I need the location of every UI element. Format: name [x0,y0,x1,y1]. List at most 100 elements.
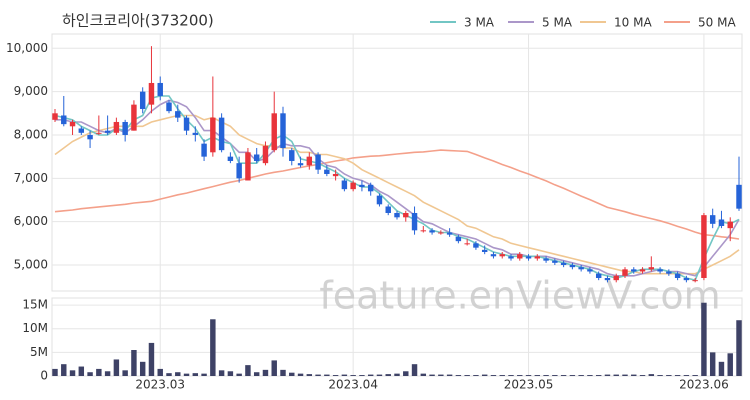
candle-body [403,212,409,218]
x-tick-label: 2023.06 [679,378,729,392]
volume-bar [104,371,111,376]
candle-body [429,230,435,233]
volume-bar [429,374,435,376]
volume-bar [727,353,733,376]
volume-bar [631,374,637,376]
candle-body [148,82,155,105]
volume-bar [113,359,120,376]
volume-bar [499,375,505,376]
volume-bar [543,375,549,376]
candle-body [332,173,339,177]
candle-body [631,269,637,272]
candle-body [376,195,383,205]
volume-bar [96,368,102,376]
volume-bar [289,372,295,376]
candle-body [253,154,260,161]
candle-body [394,212,400,218]
candle-body [587,269,593,272]
y-tick-label: 6,000 [14,214,48,228]
volume-bar [52,368,58,376]
candle-body [446,232,453,235]
y-tick-label: 10,000 [6,41,48,55]
volume-bar [394,373,400,376]
candle-body [499,254,505,257]
candle-body [674,273,681,278]
volume-bar [692,375,698,376]
legend-label: 10 MA [614,16,652,30]
volume-bar [210,319,216,376]
volume-bar [569,375,576,376]
candle-body [236,163,242,179]
candle-body [341,180,348,190]
candle-body [87,134,93,140]
volume-bar [87,372,93,376]
volume-bar [280,369,286,376]
candle-body [306,156,313,166]
volume-panel [51,297,743,377]
volume-bar [245,365,251,376]
candle-body [701,215,707,278]
volume-bar [587,375,593,376]
candle-body [227,156,234,161]
candle-body [438,232,444,234]
volume-bar [508,375,514,376]
volume-bar [525,375,532,376]
candle-body [692,280,698,282]
volume-bar [271,360,277,376]
volume-bar [517,375,523,376]
y-tick-label: 9,000 [14,84,48,98]
volume-bar [297,373,304,376]
volume-bar [332,375,339,376]
volume-bar [306,374,313,376]
candle-body [359,184,365,187]
candle-body [473,243,479,248]
volume-bar [218,370,225,376]
candle-body [613,275,619,281]
candle-body [569,264,576,268]
x-tick-label: 2023.04 [328,378,378,392]
volume-bar [657,375,663,376]
candle-body [297,163,304,166]
candle-body [578,267,584,270]
candle-body [455,236,462,242]
candle-body [183,117,190,131]
candle-body [508,256,514,259]
volume-bar [157,368,163,376]
volume-bar [148,342,155,376]
volume-bar [709,352,716,376]
legend-label: 3 MA [464,16,495,30]
candle-body [464,243,470,245]
volume-bar [595,375,602,376]
volume-bar [622,374,628,376]
volume-bar [122,370,128,376]
candle-body [192,132,199,135]
candle-body [385,206,391,213]
candle-body [201,143,207,157]
volume-bar [192,373,199,376]
y-tick-label: 10M [22,321,48,335]
volume-bar [166,373,172,376]
volume-bar [613,374,619,376]
volume-bar [385,374,391,376]
volume-bar [201,373,207,376]
volume-bar [666,375,672,376]
volume-bar [674,375,681,376]
candle-body [262,145,269,164]
volume-bar [578,375,584,376]
candle-body [69,121,76,127]
volume-bar [403,371,409,376]
candle-body [552,260,558,263]
volume-bar [639,375,646,376]
candle-body [324,169,330,174]
candle-body [350,182,356,190]
volume-bar [236,373,242,376]
volume-bar [481,374,488,376]
candle-body [666,271,672,274]
candle-body [517,254,523,259]
candle-body [139,91,146,109]
candle-body [420,230,427,232]
price-panel [51,33,743,292]
volume-bar [359,375,365,376]
candle-body [683,277,690,281]
